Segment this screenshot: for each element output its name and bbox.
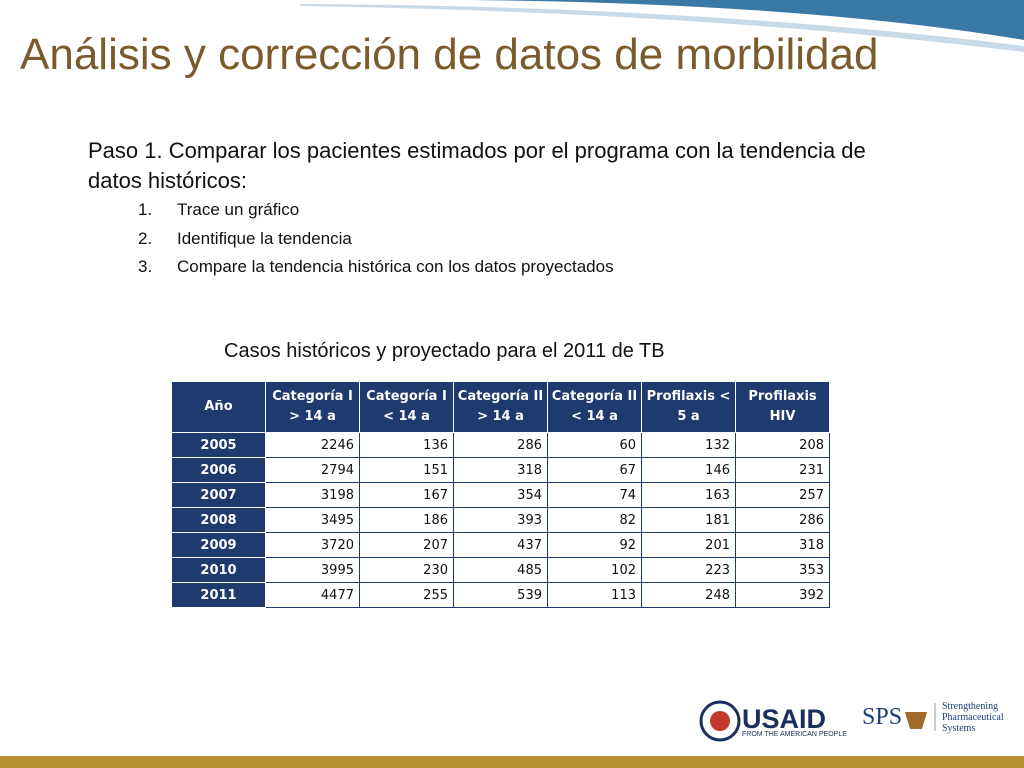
slide-title: Análisis y corrección de datos de morbil…	[20, 30, 879, 79]
value-cell: 181	[641, 507, 736, 533]
year-cell: 2005	[171, 432, 266, 458]
value-cell: 318	[735, 532, 830, 558]
value-cell: 146	[641, 457, 736, 483]
sps-name: Strengthening Pharmaceutical Systems	[942, 701, 1004, 734]
year-cell: 2009	[171, 532, 266, 558]
value-cell: 201	[641, 532, 736, 558]
value-cell: 257	[735, 482, 830, 508]
year-cell: 2006	[171, 457, 266, 483]
header-cell: Categoría I < 14 a	[359, 381, 454, 433]
table-row: 2006 2794 151 318 67 146 231	[171, 457, 830, 483]
value-cell: 186	[359, 507, 454, 533]
value-cell: 2794	[265, 457, 360, 483]
table-row: 2011 4477 255 539 113 248 392	[171, 582, 830, 608]
value-cell: 4477	[265, 582, 360, 608]
value-cell: 3495	[265, 507, 360, 533]
step-number: 3.	[138, 257, 153, 276]
top-swoosh	[330, 0, 1024, 40]
value-cell: 231	[735, 457, 830, 483]
year-cell: 2008	[171, 507, 266, 533]
value-cell: 286	[735, 507, 830, 533]
header-cell: Profilaxis < 5 a	[641, 381, 736, 433]
value-cell: 167	[359, 482, 454, 508]
value-cell: 3995	[265, 557, 360, 583]
step-list: 1. Trace un gráfico 2. Identifique la tende…	[138, 200, 614, 286]
step-text: Trace un gráfico	[177, 200, 300, 219]
value-cell: 2246	[265, 432, 360, 458]
value-cell: 136	[359, 432, 454, 458]
step-item: 1. Trace un gráfico	[138, 200, 614, 229]
table-row: 2007 3198 167 354 74 163 257	[171, 482, 830, 508]
value-cell: 163	[641, 482, 736, 508]
step-item: 3. Compare la tendencia histórica con los…	[138, 257, 614, 286]
header-cell: Categoría II < 14 a	[547, 381, 642, 433]
value-cell: 353	[735, 557, 830, 583]
usaid-tagline: FROM THE AMERICAN PEOPLE	[742, 731, 847, 738]
value-cell: 485	[453, 557, 548, 583]
value-cell: 74	[547, 482, 642, 508]
sps-logo: SPS	[862, 704, 903, 730]
intro-text: Paso 1. Comparar los pacientes estimados…	[88, 138, 866, 193]
table-row: 2008 3495 186 393 82 181 286	[171, 507, 830, 533]
mortar-icon	[905, 712, 927, 729]
header-cell: Categoría I > 14 a	[265, 381, 360, 433]
value-cell: 318	[453, 457, 548, 483]
value-cell: 286	[453, 432, 548, 458]
table-row: 2005 2246 136 286 60 132 208	[171, 432, 830, 458]
value-cell: 207	[359, 532, 454, 558]
value-cell: 3198	[265, 482, 360, 508]
step-number: 1.	[138, 200, 153, 219]
year-cell: 2010	[171, 557, 266, 583]
value-cell: 151	[359, 457, 454, 483]
value-cell: 539	[453, 582, 548, 608]
value-cell: 208	[735, 432, 830, 458]
value-cell: 67	[547, 457, 642, 483]
usaid-seal-center	[710, 711, 730, 731]
header-cell: Categoría II > 14 a	[453, 381, 548, 433]
header-cell: Profilaxis HIV	[735, 381, 830, 433]
step-number: 2.	[138, 228, 153, 248]
year-cell: 2011	[171, 582, 266, 608]
step-text: Identifique la tendencia	[177, 228, 352, 248]
table-row: 2009 3720 207 437 92 201 318	[171, 532, 830, 558]
value-cell: 393	[453, 507, 548, 533]
value-cell: 82	[547, 507, 642, 533]
value-cell: 3720	[265, 532, 360, 558]
value-cell: 102	[547, 557, 642, 583]
value-cell: 60	[547, 432, 642, 458]
value-cell: 113	[547, 582, 642, 608]
value-cell: 392	[735, 582, 830, 608]
year-cell: 2007	[171, 482, 266, 508]
header-cell: Año	[171, 381, 266, 433]
value-cell: 354	[453, 482, 548, 508]
usaid-logo: USAID	[742, 704, 827, 734]
value-cell: 248	[641, 582, 736, 608]
step-text: Compare la tendencia histórica con los d…	[177, 257, 614, 276]
value-cell: 223	[641, 557, 736, 583]
value-cell: 132	[641, 432, 736, 458]
step-item: 2. Identifique la tendencia	[138, 229, 614, 258]
table-row: 2010 3995 230 485 102 223 353	[171, 557, 830, 583]
value-cell: 437	[453, 532, 548, 558]
value-cell: 92	[547, 532, 642, 558]
value-cell: 230	[359, 557, 454, 583]
table-caption: Casos históricos y proyectado para el 20…	[224, 340, 665, 362]
bottom-bar	[0, 756, 1024, 768]
value-cell: 255	[359, 582, 454, 608]
